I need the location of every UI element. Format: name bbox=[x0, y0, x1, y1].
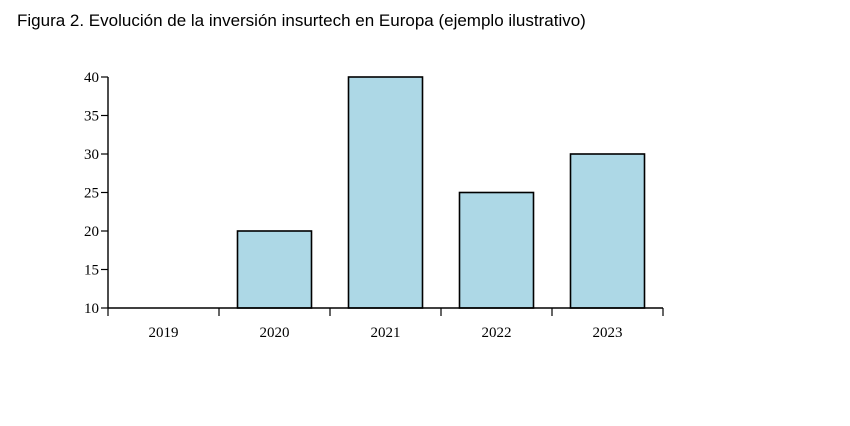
x-tick-label: 2021 bbox=[371, 325, 401, 341]
bar-2020 bbox=[236, 230, 313, 309]
x-tick-label: 2023 bbox=[593, 325, 623, 341]
bars-group bbox=[236, 76, 646, 309]
y-tick-label: 10 bbox=[84, 301, 99, 317]
axes-group: 10 15 20 25 30 35 40 2019 2020 2021 2022 2023 bbox=[84, 70, 664, 341]
bar-2023 bbox=[569, 153, 646, 309]
y-tick-label: 35 bbox=[84, 109, 99, 125]
bar-2022 bbox=[458, 191, 535, 309]
y-tick-label: 30 bbox=[84, 147, 99, 163]
y-tick-label: 15 bbox=[84, 263, 99, 279]
x-tick-label: 2019 bbox=[149, 325, 179, 341]
x-tick-label: 2022 bbox=[482, 325, 512, 341]
y-tick-label: 25 bbox=[84, 186, 99, 202]
figure-title: Figura 2. Evolución de la inversión insu… bbox=[17, 11, 586, 30]
y-tick-label: 20 bbox=[84, 224, 99, 240]
x-tick-label: 2020 bbox=[260, 325, 290, 341]
bar-2021 bbox=[347, 76, 424, 309]
y-tick-label: 40 bbox=[84, 70, 99, 86]
